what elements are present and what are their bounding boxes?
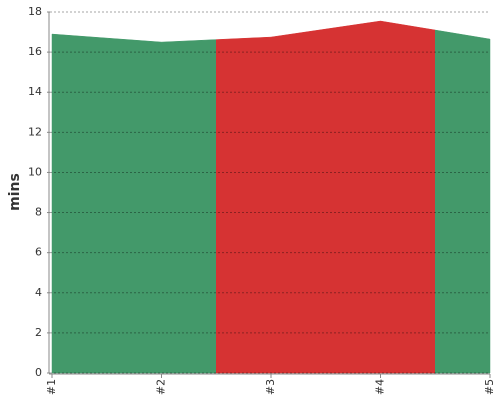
- area-segment: [51, 33, 107, 374]
- x-tick-label: #5: [483, 379, 496, 395]
- area-segment: [435, 29, 491, 374]
- y-tick-label: 8: [35, 206, 42, 219]
- y-tick-label: 18: [28, 5, 42, 18]
- y-tick-label: 12: [28, 125, 42, 138]
- x-tick-label: #3: [264, 379, 277, 395]
- y-tick-label: 14: [28, 85, 42, 98]
- y-tick-label: 6: [35, 246, 42, 259]
- y-axis-label: mins: [7, 173, 23, 211]
- area-segment: [106, 37, 217, 374]
- area-segment: [325, 20, 436, 374]
- y-tick-label: 10: [28, 165, 42, 178]
- y-tick-label: 4: [35, 286, 42, 299]
- y-tick-label: 0: [35, 366, 42, 379]
- y-tick-label: 16: [28, 45, 42, 58]
- x-tick-label: #2: [155, 379, 168, 395]
- y-tick-label: 2: [35, 326, 42, 339]
- x-tick-label: #4: [374, 379, 387, 395]
- area-segment: [216, 28, 326, 374]
- x-tick-label: #1: [45, 379, 58, 395]
